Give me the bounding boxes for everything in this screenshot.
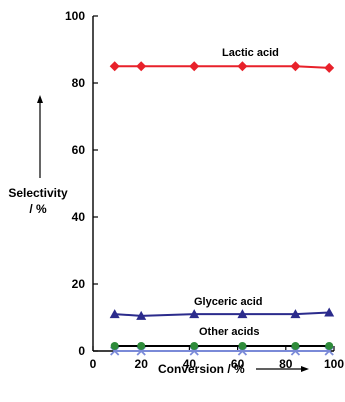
series-label-glyceric-acid: Glyceric acid bbox=[194, 296, 263, 308]
x-axis-title: Conversion / % bbox=[158, 362, 309, 376]
data-point bbox=[324, 307, 335, 317]
series-line bbox=[114, 311, 330, 317]
data-point bbox=[137, 341, 146, 350]
series-glyceric-acid bbox=[109, 307, 335, 320]
data-point bbox=[324, 62, 335, 73]
data-point bbox=[190, 341, 199, 350]
x-tick-label: 80 bbox=[279, 357, 293, 371]
data-point bbox=[136, 61, 147, 72]
data-point bbox=[189, 61, 200, 72]
data-point bbox=[136, 310, 147, 320]
x-tick-label: 20 bbox=[135, 357, 149, 371]
series-layer bbox=[109, 61, 335, 356]
x-axis-arrow-head bbox=[301, 366, 309, 372]
data-point bbox=[290, 309, 301, 319]
y-tick-label: 80 bbox=[72, 76, 86, 90]
y-tick-label: 100 bbox=[65, 9, 85, 23]
series-label-lactic-acid: Lactic acid bbox=[222, 47, 279, 59]
y-tick-label: 60 bbox=[72, 143, 86, 157]
data-point bbox=[290, 61, 301, 72]
data-point bbox=[238, 341, 247, 350]
x-tick-label: 40 bbox=[183, 357, 197, 371]
data-point bbox=[325, 341, 334, 350]
x-tick-label: 100 bbox=[324, 357, 344, 371]
y-tick-label: 20 bbox=[72, 277, 86, 291]
axis-ticks: 0 20 40 60 80 100 0 20 40 60 80 100 bbox=[65, 9, 344, 371]
y-tick-label: 0 bbox=[78, 344, 85, 358]
data-point bbox=[189, 309, 200, 319]
series-lactic-acid bbox=[109, 61, 335, 73]
data-point bbox=[237, 309, 248, 319]
y-axis-label-line-2: / % bbox=[29, 202, 47, 216]
series-label-other-acids: Other acids bbox=[199, 326, 260, 338]
data-point bbox=[109, 309, 120, 319]
y-axis-label-line-1: Selectivity bbox=[8, 186, 68, 200]
x-axis-label: Conversion / % bbox=[158, 362, 245, 376]
series-other-acids bbox=[110, 341, 334, 350]
data-point bbox=[109, 61, 120, 72]
data-point bbox=[110, 341, 119, 350]
x-tick-label: 0 bbox=[90, 357, 97, 371]
x-tick-label: 60 bbox=[231, 357, 245, 371]
data-point bbox=[291, 341, 300, 350]
y-tick-label: 40 bbox=[72, 210, 86, 224]
data-point bbox=[237, 61, 248, 72]
y-axis-arrow-head bbox=[37, 95, 43, 103]
y-axis-title: Selectivity / % bbox=[8, 95, 68, 216]
series-labels: Lactic acid Glyceric acid Other acids bbox=[194, 47, 279, 338]
